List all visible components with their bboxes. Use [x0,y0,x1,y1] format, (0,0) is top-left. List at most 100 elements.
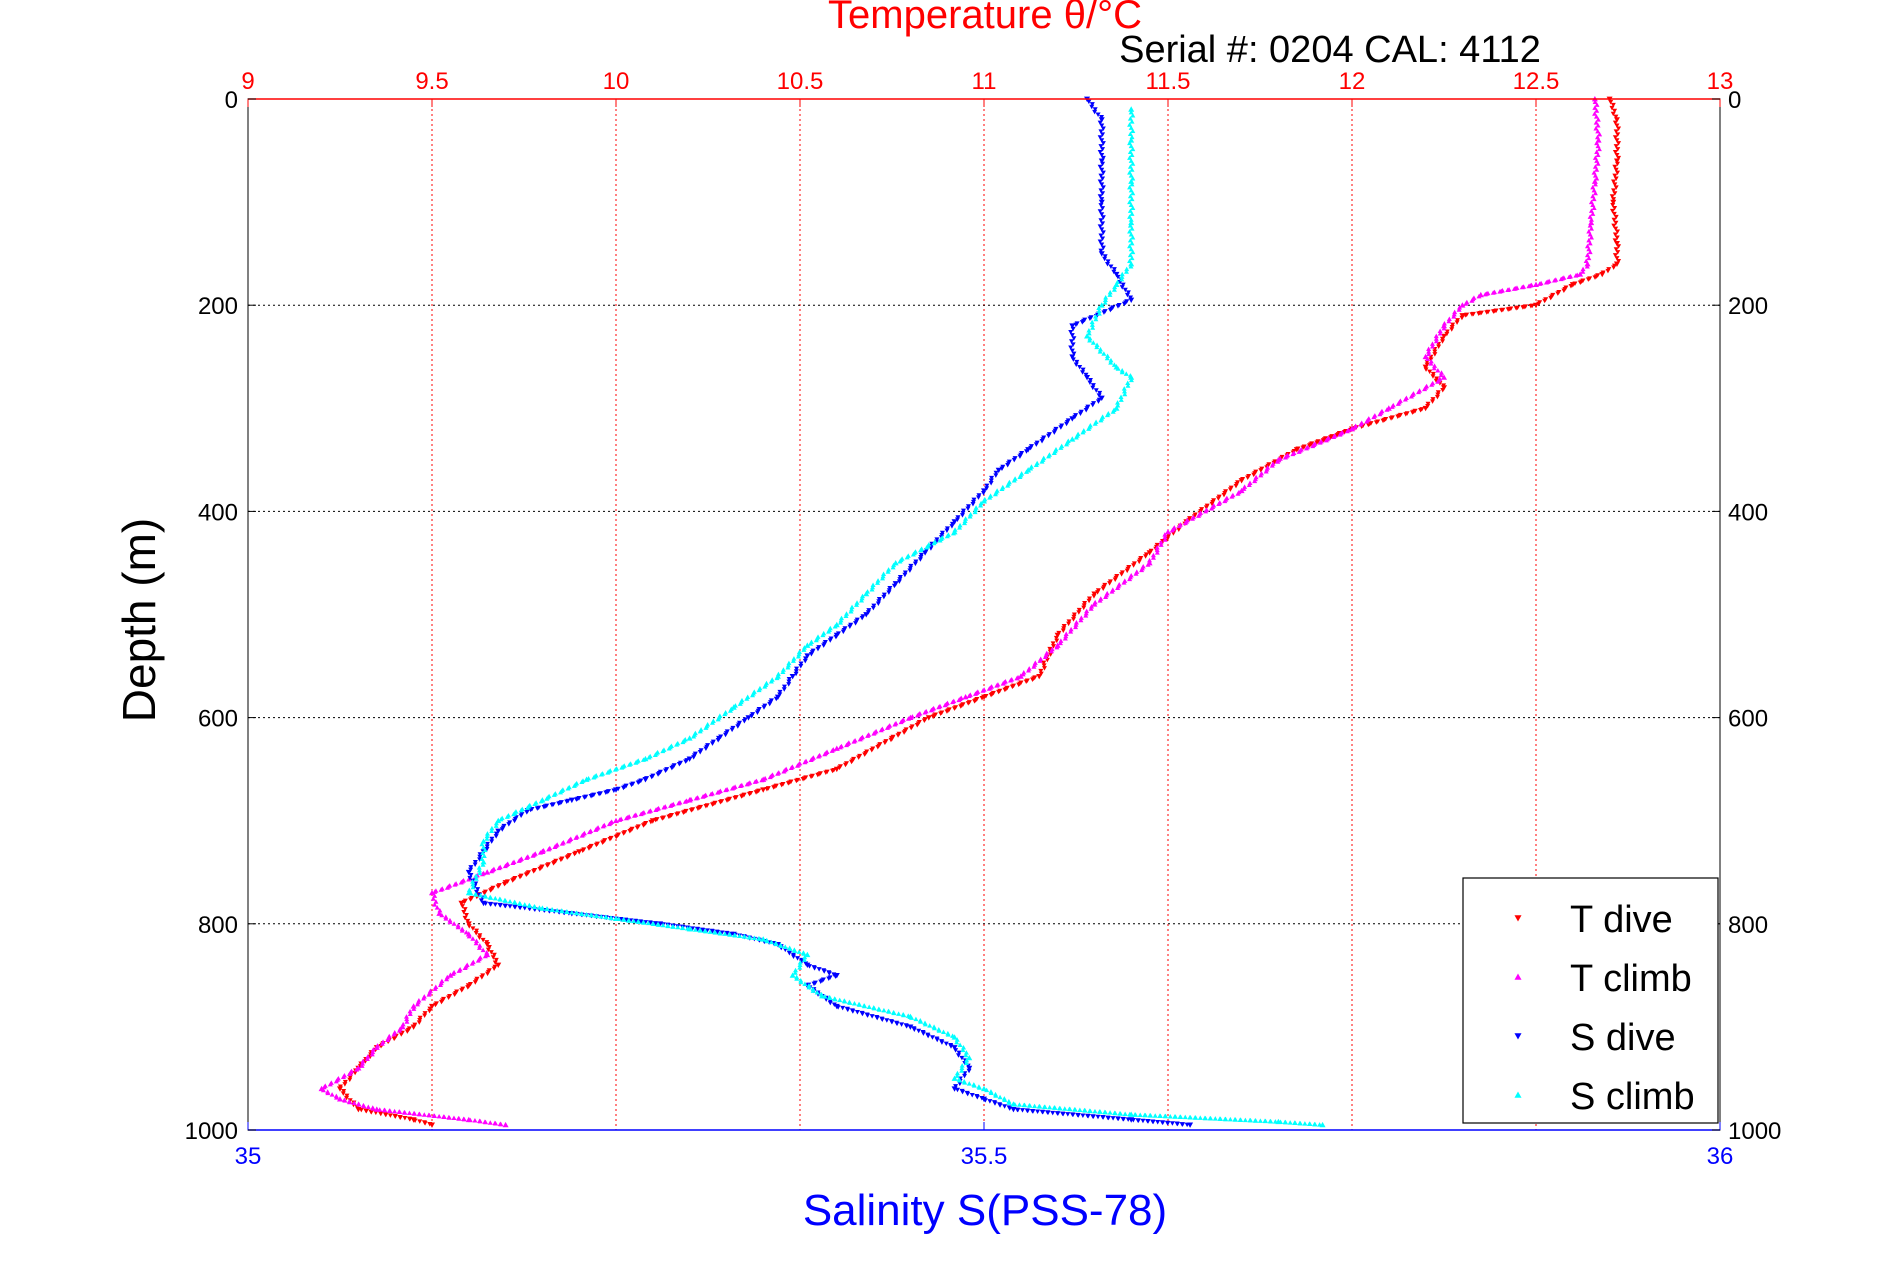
data-point [517,905,523,911]
data-point [1102,297,1108,303]
data-point [753,790,759,795]
data-point [1088,606,1094,611]
data-point [1049,648,1054,654]
data-point [1084,333,1091,339]
data-point [524,805,530,810]
data-point [804,951,811,958]
data-point [1596,146,1602,152]
data-point [1137,1112,1143,1117]
data-point [967,514,973,519]
data-point [1064,421,1070,427]
data-point [808,652,814,657]
data-point [865,1013,871,1018]
data-point [1615,132,1621,137]
data-point [773,941,779,947]
data-point [438,982,443,988]
data-point [980,490,986,496]
data-point [666,814,672,820]
data-point [1095,590,1101,595]
data-point [347,1075,353,1080]
data-point [1098,417,1104,423]
data-point [1055,1111,1061,1116]
data-point [495,828,502,835]
data-point [1426,346,1432,352]
data-point [1323,437,1329,443]
data-point [1041,666,1047,671]
data-point [410,1024,417,1030]
data-point [1105,261,1111,267]
data-point [722,931,728,936]
data-point [1086,99,1092,105]
data-point [1592,99,1598,104]
data-point [493,834,499,839]
data-point [827,638,833,643]
data-point [1068,345,1074,350]
data-point [955,1087,961,1093]
data-point [511,811,517,817]
data-point [816,754,822,759]
data-point [1073,435,1079,440]
data-point [1107,289,1113,295]
data-point [881,1007,887,1013]
data-point [1046,433,1052,439]
data-point [978,500,984,506]
data-point [676,800,682,806]
data-point [480,850,486,856]
data-point [488,895,494,900]
data-point [402,1110,408,1115]
data-point [1102,300,1108,305]
left-axis-tick-label: 600 [198,706,238,733]
data-point [444,976,450,982]
data-point [1023,679,1029,685]
data-point [1587,249,1593,255]
data-point [539,905,546,911]
data-point [884,1018,890,1023]
data-point [1080,429,1086,435]
data-point [957,525,963,530]
data-point [971,1083,977,1088]
data-point [1342,430,1348,435]
data-point [663,768,669,773]
data-point [789,673,796,680]
data-point [1613,167,1619,173]
data-point [1090,383,1096,388]
data-point [468,897,474,902]
data-point [368,1110,374,1115]
data-point [1127,131,1133,137]
data-point [1127,164,1133,169]
data-point [745,715,752,721]
data-point [522,905,528,911]
data-point [1223,1116,1229,1122]
data-point [1054,638,1060,644]
data-point [646,809,652,814]
data-point [1409,410,1415,415]
data-point [1296,449,1302,454]
data-point [707,929,713,934]
data-point [1611,211,1617,217]
data-point [727,932,733,937]
legend-label: S dive [1570,1017,1676,1059]
data-point [888,737,894,743]
data-point [1097,135,1103,140]
data-point [1528,304,1534,309]
data-point [1127,184,1133,190]
data-point [1100,221,1106,226]
data-point [1519,284,1525,290]
data-point [1319,1121,1326,1128]
data-point [988,478,994,483]
data-point [1127,252,1133,258]
data-point [1403,412,1409,417]
data-point [1089,104,1095,110]
data-point [1344,428,1350,434]
data-point [754,710,760,715]
data-point [443,916,449,921]
data-point [432,986,438,991]
data-point [1432,349,1438,355]
data-point [387,1113,393,1118]
data-point [980,688,986,693]
legend-marker [1514,1033,1522,1040]
data-point [351,1100,357,1106]
data-point [1349,425,1355,432]
data-point [885,569,891,574]
data-point [579,911,585,917]
